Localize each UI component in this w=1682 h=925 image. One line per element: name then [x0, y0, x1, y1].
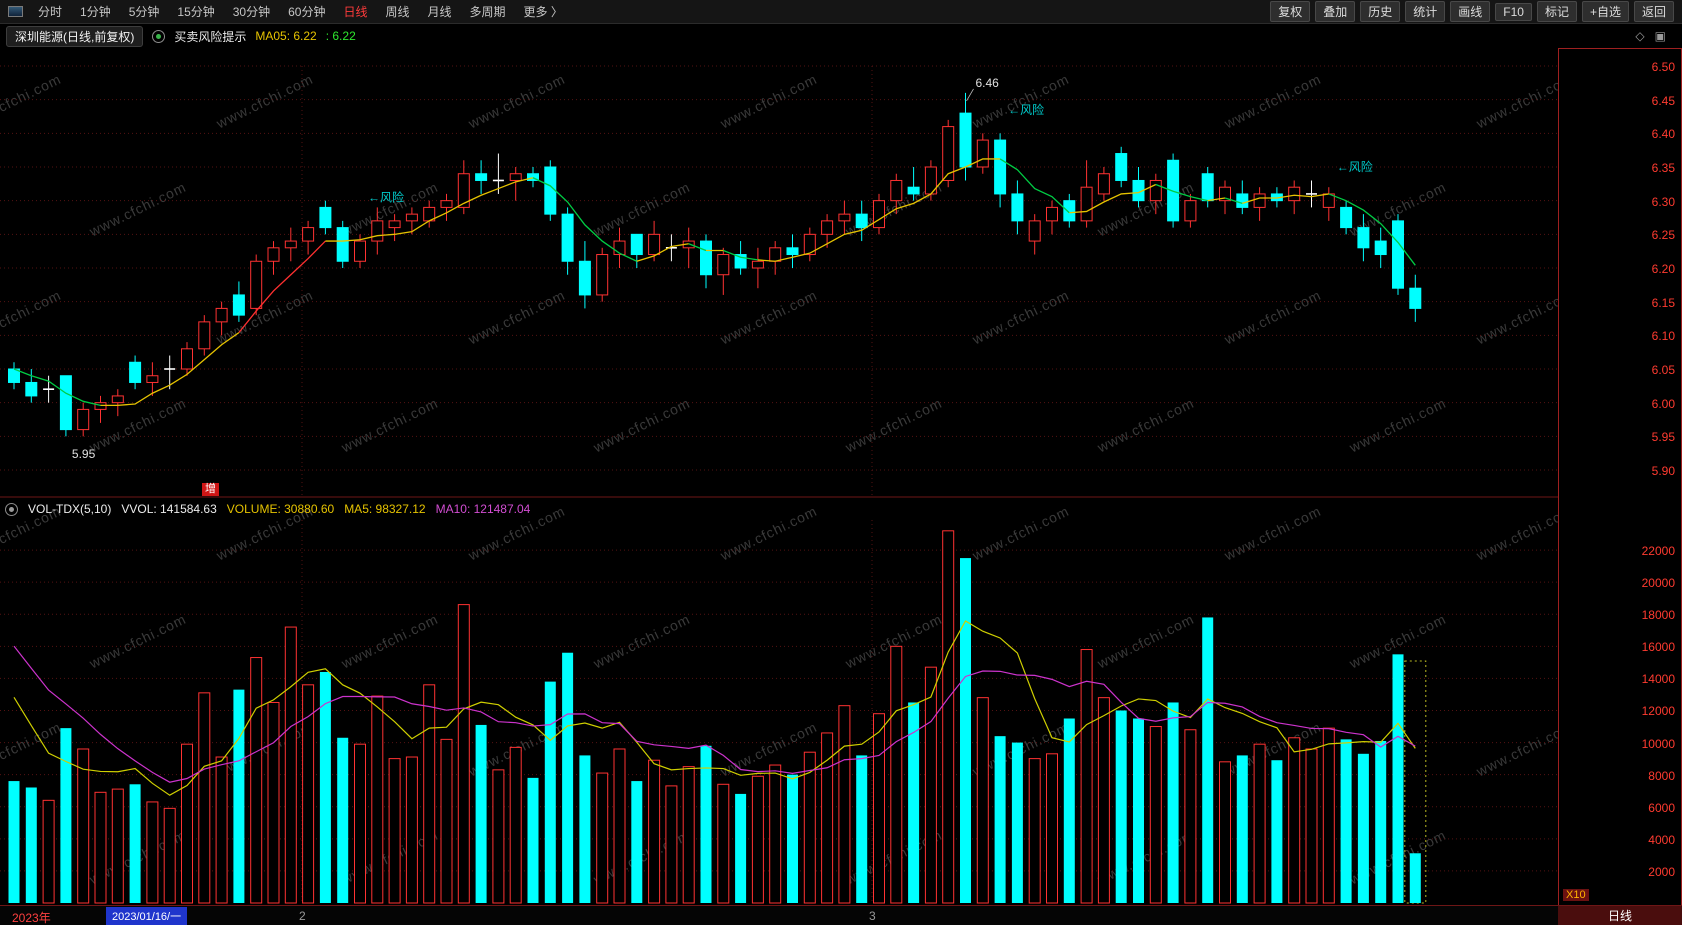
vvol-value: VVOL: 141584.63	[121, 502, 217, 516]
period-tab-0[interactable]: 分时	[38, 5, 63, 19]
current-date-box: 2023/01/16/一	[106, 907, 188, 925]
volume-axis-label: 20000	[1641, 576, 1675, 591]
indicator-name: 买卖风险提示	[174, 29, 247, 44]
timeline-bar: 2023年 2023/01/16/一 日线 2 3	[0, 905, 1682, 925]
main-candlestick-pane[interactable]: 5.95 ←风险 6.46 ←风险 ←风险	[0, 65, 1558, 497]
price-axis-label: 6.10	[1651, 329, 1675, 344]
toolbar-right-buttons: 复权 叠加 历史 统计 画线 F10 标记 +自选 返回	[1270, 1, 1674, 22]
risk-indicator-value: : 6.22	[325, 29, 356, 43]
chart-annotation: ←风险	[1008, 102, 1044, 117]
period-tab-10[interactable]: 更多 〉	[523, 5, 563, 19]
period-tab-3[interactable]: 15分钟	[177, 5, 215, 19]
volume-header: VOL-TDX(5,10) VVOL: 141584.63 VOLUME: 30…	[0, 498, 1558, 520]
app-logo-icon[interactable]	[8, 6, 23, 17]
toolbar-button-1[interactable]: 叠加	[1315, 1, 1356, 22]
vol-ma10-value: MA10: 121487.04	[435, 502, 531, 516]
volume-axis-label: 4000	[1648, 832, 1675, 847]
volume-axis-label: 2000	[1648, 864, 1675, 879]
price-axis-label: 6.05	[1651, 363, 1675, 377]
current-period-label: 日线	[1558, 906, 1682, 925]
chart-annotation: ←风险	[368, 189, 404, 204]
chart-annotation: 6.46	[976, 76, 1000, 90]
diamond-icon[interactable]: ◇	[1635, 29, 1645, 43]
month-label: 2	[299, 909, 306, 923]
volume-axis-label: 16000	[1641, 640, 1675, 655]
volume-axis-label: 12000	[1641, 704, 1675, 719]
period-tab-7[interactable]: 周线	[385, 5, 410, 19]
chart-canvas[interactable]: 5.95 ←风险 6.46 ←风险 ←风险	[0, 48, 1558, 905]
period-tab-9[interactable]: 多周期	[469, 5, 506, 19]
price-axis-label: 6.45	[1651, 93, 1675, 108]
year-label: 2023年	[12, 911, 51, 925]
toolbar-button-6[interactable]: 标记	[1536, 1, 1577, 22]
price-axis-label: 6.35	[1651, 161, 1675, 175]
gray-dot-icon	[9, 506, 14, 512]
signal-badge: 增	[202, 483, 219, 496]
period-tab-5[interactable]: 60分钟	[288, 5, 326, 19]
volume-axis-label: 14000	[1641, 672, 1675, 687]
price-axis-label: 6.30	[1651, 194, 1675, 209]
volume-indicator-icon[interactable]	[5, 502, 18, 516]
period-tab-6[interactable]: 日线	[343, 5, 368, 19]
volume-unit-label: X10	[1563, 889, 1589, 901]
volume-axis-label: 8000	[1648, 768, 1675, 783]
price-axis-label: 5.90	[1651, 464, 1675, 478]
green-dot-icon	[156, 33, 162, 39]
price-axis-panel: X10 6.50 6.45 6.40 6.35 6.30 6.25 6.20 6.15 6.10…	[1558, 48, 1682, 925]
price-axis-label: 6.15	[1651, 295, 1675, 310]
vol-ma5-value: MA5: 98327.12	[344, 502, 426, 516]
volume-axis-label: 22000	[1641, 544, 1675, 559]
price-axis-label: 6.40	[1651, 127, 1675, 142]
maximize-icon[interactable]: ▣	[1654, 29, 1666, 43]
volume-pane[interactable]	[0, 520, 1558, 904]
chart-title-row: 深圳能源(日线,前复权) 买卖风险提示 MA05: 6.22 : 6.22 ◇ …	[0, 24, 1682, 48]
stock-title[interactable]: 深圳能源(日线,前复权)	[6, 25, 144, 47]
volume-axis-label: 6000	[1648, 800, 1675, 815]
period-tab-1[interactable]: 1分钟	[80, 5, 111, 19]
period-tab-8[interactable]: 月线	[427, 5, 452, 19]
toolbar-button-4[interactable]: 画线	[1450, 1, 1491, 22]
month-label: 3	[869, 909, 876, 923]
toolbar-button-3[interactable]: 统计	[1405, 1, 1446, 22]
title-corner-icons: ◇ ▣	[1635, 29, 1676, 43]
volume-axis-label: 10000	[1641, 736, 1675, 751]
period-tab-4[interactable]: 30分钟	[232, 5, 271, 19]
toolbar-button-7[interactable]: +自选	[1581, 1, 1629, 22]
cursor-highlight-box	[1404, 660, 1427, 904]
indicator-toggle-icon[interactable]	[152, 29, 166, 43]
period-tabs: 分时 1分钟 5分钟 15分钟 30分钟 60分钟 日线 周线 月线 多周期 更多 〉	[29, 3, 572, 20]
price-axis-label: 6.50	[1651, 60, 1675, 74]
chart-annotation: 5.95	[72, 447, 96, 461]
toolbar-button-5[interactable]: F10	[1495, 2, 1532, 21]
toolbar-button-0[interactable]: 复权	[1270, 1, 1311, 22]
period-tab-2[interactable]: 5分钟	[128, 5, 160, 19]
price-axis-label: 5.95	[1651, 430, 1675, 445]
toolbar-button-2[interactable]: 历史	[1360, 1, 1401, 22]
price-axis-label: 6.25	[1651, 228, 1675, 243]
period-toolbar: 分时 1分钟 5分钟 15分钟 30分钟 60分钟 日线 周线 月线 多周期 更多 〉 复权 叠加 历史…	[0, 0, 1682, 24]
volume-value: VOLUME: 30880.60	[226, 502, 335, 516]
price-axis-label: 6.20	[1651, 262, 1675, 276]
volume-axis-label: 18000	[1641, 608, 1675, 623]
ma5-value: MA05: 6.22	[255, 29, 317, 43]
chart-annotation: ←风险	[1337, 159, 1373, 174]
toolbar-button-8[interactable]: 返回	[1633, 1, 1674, 22]
price-axis-label: 6.00	[1651, 396, 1675, 411]
volume-indicator-name: VOL-TDX(5,10)	[28, 502, 112, 516]
